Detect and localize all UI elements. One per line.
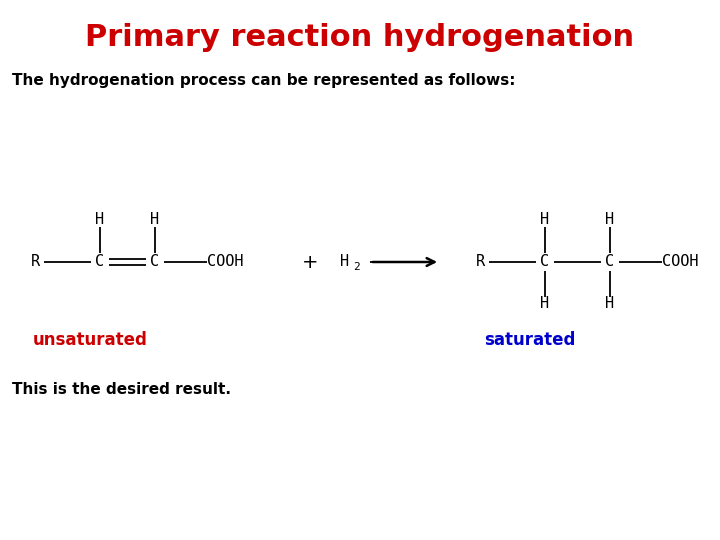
Text: C: C	[541, 254, 549, 269]
Text: 2: 2	[353, 262, 360, 272]
Text: H: H	[541, 213, 549, 227]
Text: H: H	[541, 296, 549, 312]
Text: H: H	[606, 213, 615, 227]
Text: H: H	[341, 253, 350, 268]
Text: R: R	[475, 254, 485, 269]
Text: +: +	[302, 253, 318, 272]
Text: R: R	[30, 254, 40, 269]
Text: unsaturated: unsaturated	[32, 331, 148, 349]
Text: C: C	[606, 254, 615, 269]
Text: COOH: COOH	[207, 254, 243, 269]
Text: H: H	[96, 213, 104, 227]
Text: C: C	[150, 254, 160, 269]
Text: H: H	[606, 296, 615, 312]
Text: saturated: saturated	[485, 331, 576, 349]
Text: This is the desired result.: This is the desired result.	[12, 382, 231, 397]
Text: H: H	[150, 213, 160, 227]
Text: C: C	[96, 254, 104, 269]
Text: COOH: COOH	[662, 254, 698, 269]
Text: The hydrogenation process can be represented as follows:: The hydrogenation process can be represe…	[12, 72, 516, 87]
Text: Primary reaction hydrogenation: Primary reaction hydrogenation	[86, 24, 634, 52]
